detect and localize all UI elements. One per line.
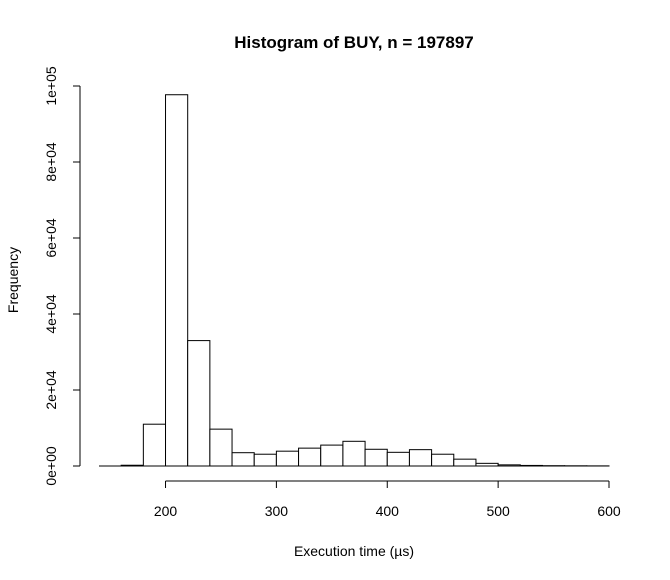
histogram-bar-5 — [209, 428, 233, 467]
y-tick-label: 4e+04 — [43, 294, 59, 334]
histogram-bar-16 — [453, 458, 477, 467]
histogram-bar-3 — [165, 94, 189, 467]
histogram-bar-13 — [386, 451, 410, 467]
histogram-bar-15 — [431, 453, 455, 467]
x-tick-label: 200 — [154, 503, 178, 519]
y-tick-label: 0e+00 — [43, 446, 59, 486]
histogram-bar-8 — [275, 450, 300, 467]
histogram-bar-10 — [320, 444, 344, 467]
histogram-bar-14 — [408, 449, 433, 467]
y-tick-label: 2e+04 — [43, 370, 59, 410]
y-axis: 0e+00 2e+04 4e+04 6e+04 8e+04 1e+05 — [43, 66, 81, 486]
x-tick-label: 600 — [597, 503, 621, 519]
histogram-bar-6 — [231, 452, 255, 467]
x-tick-label: 500 — [486, 503, 510, 519]
histogram-bar-1 — [120, 464, 144, 467]
y-tick-label: 6e+04 — [43, 218, 59, 258]
histogram-bar-19 — [519, 464, 543, 467]
histogram-bar-2 — [142, 423, 167, 467]
chart-title: Histogram of BUY, n = 197897 — [234, 33, 474, 52]
histogram-bar-9 — [298, 447, 322, 467]
y-tick-label: 8e+04 — [43, 142, 59, 182]
histogram-bar-17 — [475, 462, 499, 467]
histogram-bar-7 — [253, 453, 277, 467]
histogram-bar-11 — [342, 440, 366, 467]
histogram-bars — [99, 94, 610, 467]
x-axis-label: Execution time (µs) — [294, 543, 414, 559]
histogram-bar-18 — [497, 464, 521, 467]
x-axis: 200 300 400 500 600 — [154, 480, 621, 519]
y-axis-label: Frequency — [5, 247, 21, 313]
histogram-bar-4 — [187, 340, 211, 467]
histogram-bar-12 — [364, 448, 388, 467]
x-tick-label: 400 — [376, 503, 400, 519]
x-tick-label: 300 — [265, 503, 289, 519]
y-tick-label: 1e+05 — [43, 66, 59, 106]
